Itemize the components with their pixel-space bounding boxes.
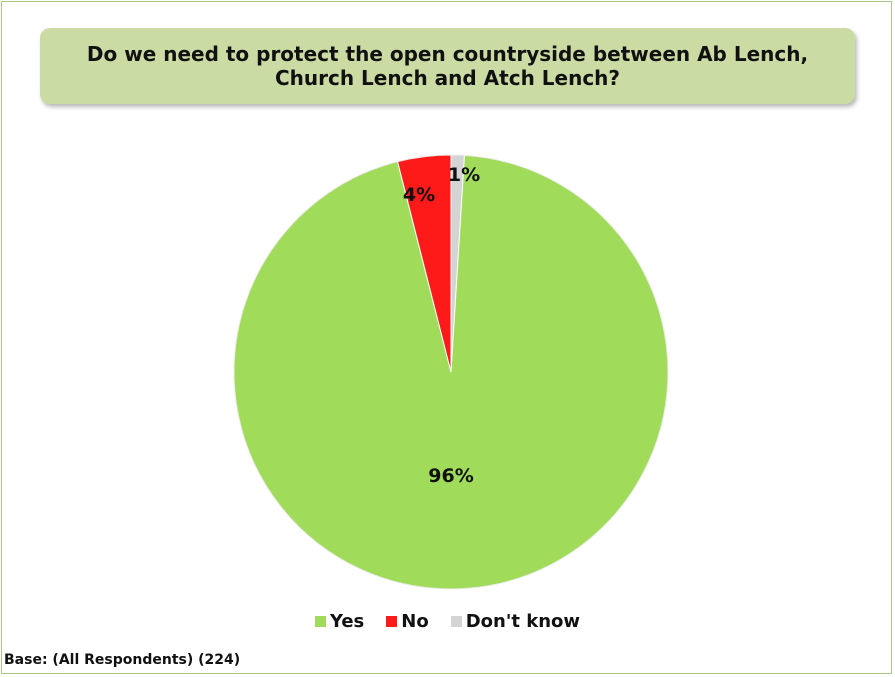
legend-swatch-yes (314, 615, 326, 627)
pie-labels: 96% 4% 1% (403, 164, 480, 487)
legend-label-no: No (401, 610, 429, 632)
legend-swatch-dont-know (450, 615, 462, 627)
pie-slices (233, 154, 669, 590)
data-label-no: 4% (403, 184, 435, 206)
legend-item-dont-know: Don't know (450, 610, 581, 632)
legend-item-no: No (386, 610, 429, 632)
data-label-don-t-know: 1% (448, 164, 480, 186)
chart-title-box: Do we need to protect the open countrysi… (40, 28, 855, 104)
chart-legend: Yes No Don't know (0, 607, 895, 635)
data-label-yes: 96% (428, 465, 473, 487)
chart-title: Do we need to protect the open countrysi… (86, 42, 809, 90)
pie-slice-no (396, 154, 452, 373)
base-footnote: Base: (All Respondents) (224) (4, 652, 241, 668)
pie-slice-yes (233, 154, 669, 590)
legend-label-yes: Yes (329, 610, 365, 632)
pie-outline (233, 154, 669, 590)
legend-label-dont-know: Don't know (465, 610, 581, 632)
legend-swatch-no (386, 615, 398, 627)
legend-item-yes: Yes (314, 610, 365, 632)
